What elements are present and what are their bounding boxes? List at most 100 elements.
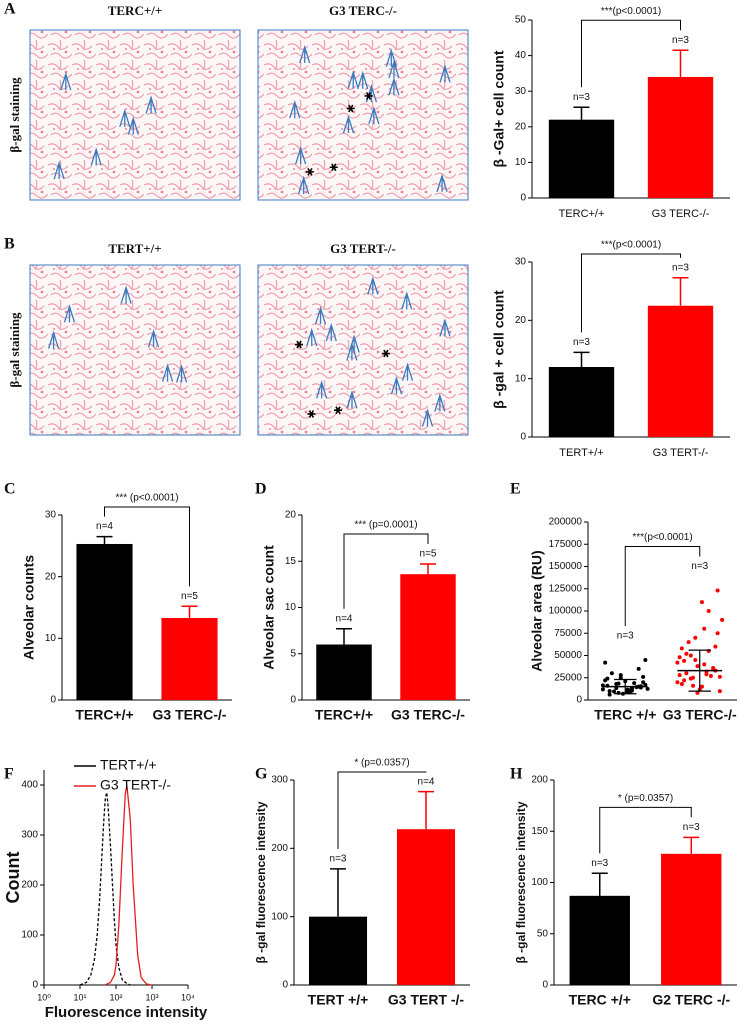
image-title: TERT+/+: [108, 241, 161, 256]
data-point: [688, 653, 693, 658]
y-tick-label: 100: [531, 877, 548, 888]
asterisk: [329, 163, 338, 172]
x-tick-label: TERC+/+: [315, 707, 373, 723]
panel-letter: H: [510, 766, 523, 783]
y-tick-label: 0: [32, 980, 38, 991]
data-point: [679, 681, 684, 686]
panel-letter: E: [510, 481, 521, 498]
n-label: n=3: [330, 853, 347, 864]
data-point: [616, 681, 621, 686]
y-axis-label: β -gal fluorescence intensity: [514, 801, 528, 963]
data-point: [702, 626, 707, 631]
error-bar: [573, 351, 590, 367]
arrow: [47, 330, 60, 349]
error-bar: [672, 49, 689, 77]
arrow: [357, 70, 369, 90]
bar: [661, 853, 722, 985]
y-tick-label: 10: [515, 373, 527, 384]
data-point: [688, 676, 693, 681]
arrow: [421, 408, 434, 427]
bar: [161, 617, 218, 700]
image-ylabel: β-gal staining: [7, 77, 22, 153]
y-tick-label: 125000: [549, 583, 583, 594]
x-tick-label: TERT +/+: [308, 992, 369, 1008]
data-point: [702, 662, 707, 667]
error-bar: [683, 836, 700, 854]
arrow: [60, 71, 72, 91]
significance-bracket: [104, 506, 190, 587]
panel-letter: A: [4, 1, 16, 18]
data-point: [603, 660, 608, 665]
n-label: n=3: [683, 822, 700, 833]
x-tick-label: G3 TERC-/-: [153, 707, 227, 723]
bar: [396, 829, 456, 985]
significance-label: * (p=0.0357): [354, 758, 409, 769]
data-point: [720, 617, 725, 622]
y-tick-label: 150: [531, 826, 548, 837]
arrow: [346, 390, 358, 409]
x-tick-label: 10²: [109, 992, 122, 1002]
x-tick-label: G3 TERT -/-: [388, 992, 465, 1008]
error-bar: [330, 868, 346, 917]
arrow: [53, 160, 65, 180]
data-point: [675, 660, 680, 665]
y-tick-label: 10: [45, 633, 57, 644]
significance-bracket: [581, 253, 681, 333]
y-tick-label: 0: [50, 695, 56, 706]
error-bar: [181, 605, 198, 618]
image-title: G3 TERT-/-: [330, 241, 396, 256]
data-point: [693, 635, 698, 640]
asterisk: [364, 92, 373, 100]
significance-label: *** (p<0.0001): [115, 493, 178, 504]
y-tick-label: 0: [282, 980, 288, 991]
n-label: n=3: [573, 92, 590, 103]
x-tick-label: TERC +/+: [569, 992, 631, 1008]
arrow: [388, 77, 400, 96]
y-tick-label: 300: [271, 775, 288, 786]
arrow: [439, 64, 451, 83]
y-tick-label: 20: [515, 315, 527, 326]
panel-letter: D: [255, 481, 267, 498]
x-tick-label: G3 TERT-/-: [653, 447, 709, 459]
data-point: [684, 651, 689, 656]
error-bar: [672, 277, 689, 306]
x-tick-label: TERC+/+: [559, 208, 605, 220]
asterisk: [295, 340, 304, 349]
arrow: [295, 146, 307, 165]
data-point: [704, 672, 709, 677]
significance-label: ***(p<0.0001): [601, 6, 661, 17]
data-point: [706, 609, 711, 613]
y-tick-label: 5: [290, 648, 296, 659]
significance-label: ***(p<0.0001): [632, 532, 692, 543]
data-point: [717, 689, 722, 694]
arrow: [436, 173, 448, 192]
y-tick-label: 100: [271, 911, 288, 922]
x-tick-label: 10⁴: [181, 992, 195, 1002]
y-tick-label: 75000: [554, 628, 582, 639]
error-bar: [418, 790, 434, 830]
error-bar: [573, 106, 590, 120]
arrow: [147, 329, 160, 348]
significance-bracket: [343, 533, 429, 609]
y-axis-label: Alveolar sac count: [261, 545, 277, 670]
micrograph: [257, 29, 469, 201]
arrow: [314, 305, 327, 325]
arrow: [348, 334, 360, 353]
x-tick-label: TERC +/+: [594, 707, 656, 723]
data-point: [675, 680, 680, 685]
significance-bracket: [599, 806, 692, 854]
significance-bracket: [624, 546, 701, 626]
data-point: [699, 684, 704, 689]
arrow: [289, 100, 301, 119]
data-point: [682, 658, 687, 663]
image-title: TERC+/+: [108, 3, 163, 18]
data-point: [717, 674, 722, 679]
y-tick-label: 0: [520, 193, 526, 204]
x-tick-label: G3 TERC-/-: [663, 707, 737, 723]
y-axis-label: Alveolar area (RU): [529, 550, 545, 671]
data-point: [679, 646, 684, 651]
n-label: n=4: [336, 613, 353, 624]
y-tick-label: 400: [21, 780, 38, 791]
arrow: [145, 95, 157, 114]
arrow: [119, 108, 131, 128]
